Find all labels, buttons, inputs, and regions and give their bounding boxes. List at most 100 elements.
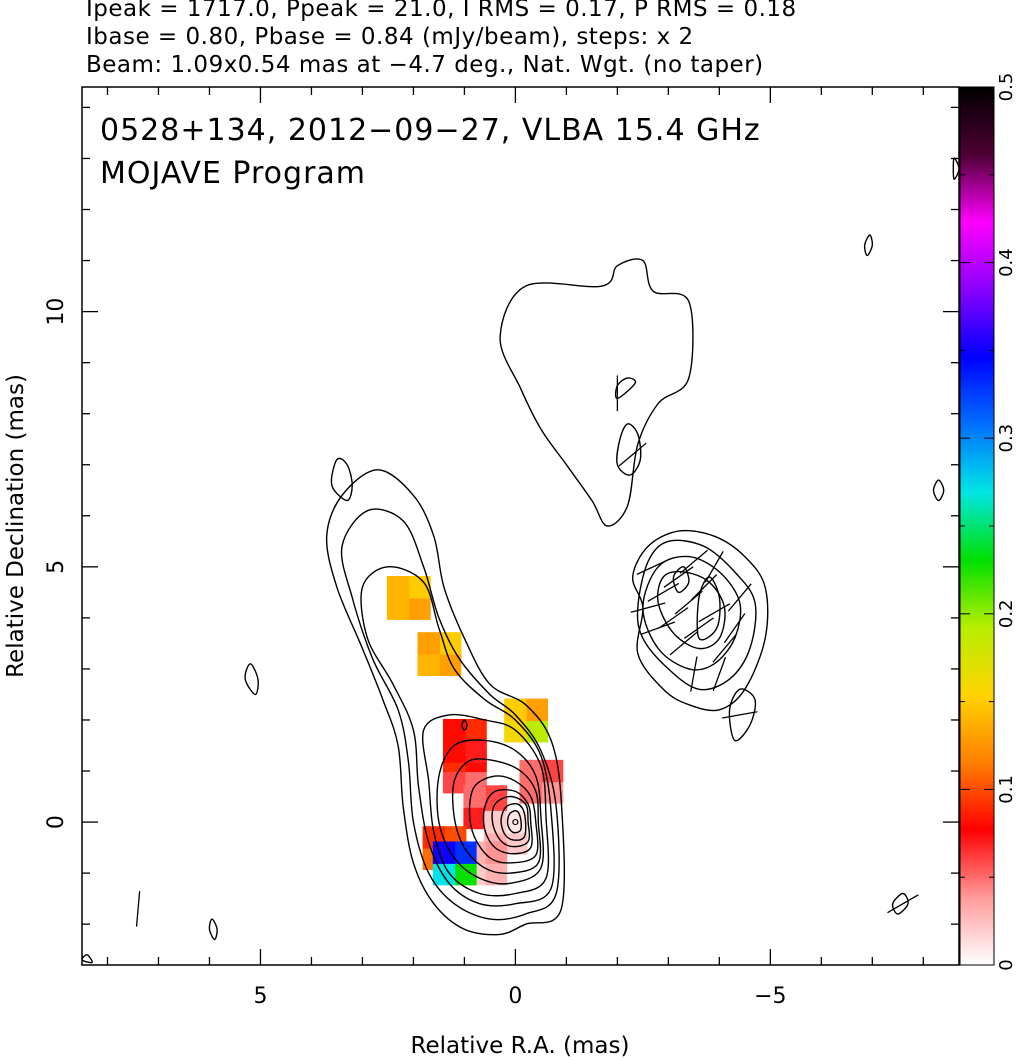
evpa-tick — [630, 602, 666, 613]
evpa-tick — [698, 603, 731, 623]
contour-line — [636, 539, 757, 691]
evpa-tick — [690, 656, 698, 692]
header-line-2: Ibase = 0.80, Pbase = 0.84 (mJy/beam), s… — [86, 24, 694, 50]
plot-subtitle: MOJAVE Program — [100, 156, 366, 191]
contour-line — [325, 469, 566, 936]
evpa-tick — [663, 566, 694, 588]
contour-line — [436, 739, 545, 885]
pol-pixel — [505, 810, 528, 834]
y-tick-label: 10 — [44, 298, 69, 326]
contour-line — [616, 423, 642, 476]
pol-pixel — [519, 759, 542, 783]
contour-line — [932, 479, 945, 502]
evpa-tick — [636, 558, 670, 575]
core-marker — [512, 818, 519, 826]
evpa-layer — [135, 375, 919, 927]
contour-layer — [82, 157, 959, 964]
contour-line — [468, 775, 539, 864]
contour-line — [506, 809, 522, 834]
colorbar-tick-label: 0 — [996, 959, 1017, 970]
contour-line — [422, 713, 550, 897]
evpa-tick — [723, 613, 746, 644]
colorbar-tick-label: 0.1 — [996, 775, 1017, 804]
contour-line — [672, 566, 690, 594]
contour-line — [614, 377, 637, 400]
pol-pixel — [463, 785, 486, 808]
colorbar-tick-label: 0.2 — [996, 599, 1017, 628]
evpa-tick — [722, 711, 758, 719]
pol-pixel — [454, 841, 477, 864]
contour-line — [208, 918, 218, 941]
evpa-tick — [727, 583, 752, 612]
plot-frame — [81, 86, 960, 966]
pol-pixel — [417, 653, 440, 677]
pol-pixel — [408, 576, 431, 599]
contour-line — [482, 788, 533, 855]
evpa-tick — [712, 657, 727, 692]
y-tick-label: 0 — [44, 815, 69, 829]
pol-region — [386, 576, 431, 620]
pol-pixel — [432, 862, 456, 886]
pol-pixel — [442, 718, 466, 742]
contour-line — [952, 157, 959, 180]
axis-ticks: 5 0 −5 0 5 10 — [44, 87, 959, 1009]
evpa-tick — [690, 574, 718, 601]
contour-line — [499, 258, 694, 527]
colorbar-tick-label: 0.3 — [996, 424, 1017, 453]
contour-line — [451, 758, 542, 875]
evpa-tick — [674, 590, 703, 615]
x-tick-label: 0 — [508, 984, 522, 1009]
pol-pixel — [484, 862, 508, 886]
evpa-tick — [618, 442, 647, 467]
contour-line — [863, 234, 874, 257]
x-tick-label: 5 — [253, 984, 267, 1009]
pol-region — [432, 841, 477, 886]
pol-pixel — [442, 740, 466, 763]
pol-pixel — [408, 597, 431, 620]
contour-line — [491, 795, 531, 848]
pol-pixel — [505, 832, 528, 855]
x-axis-title: Relative R.A. (mas) — [411, 1033, 630, 1059]
header-line-3: Beam: 1.09x0.54 mas at −4.7 deg., Nat. W… — [86, 52, 764, 78]
pol-pixel — [464, 740, 487, 763]
pol-pixel — [504, 698, 527, 721]
colorbar-tick-label: 0.5 — [996, 73, 1017, 102]
colorbar-tick-label: 0.4 — [996, 248, 1017, 277]
evpa-tick — [658, 607, 689, 629]
contour-line — [360, 566, 555, 907]
pol-pixel — [483, 810, 507, 834]
pol-pixel — [540, 781, 564, 804]
y-tick-label: 5 — [44, 560, 69, 574]
contour-line — [656, 570, 726, 650]
y-axis-title: Relative Declination (mas) — [3, 374, 29, 678]
evpa-tick — [887, 894, 919, 914]
contour-line — [244, 663, 259, 696]
evpa-tick — [712, 634, 737, 663]
pol-pixel — [463, 806, 486, 830]
pol-pixel — [454, 862, 477, 886]
evpa-tick — [647, 582, 680, 602]
colorbar-gradient — [959, 86, 995, 966]
contour-line — [891, 892, 909, 915]
evpa-tick — [683, 617, 714, 639]
pol-pixel — [386, 576, 410, 599]
evpa-tick — [135, 891, 141, 927]
evpa-tick — [704, 551, 724, 583]
plot-title: 0528+134, 2012−09−27, VLBA 15.4 GHz — [100, 113, 761, 148]
colorbar: 0 0.1 0.2 0.3 0.4 0.5 — [959, 73, 1017, 971]
contour-line — [696, 576, 721, 641]
contour-line — [461, 719, 468, 731]
header-line-1: Ipeak = 1717.0, Ppeak = 21.0, I RMS = 0.… — [86, 0, 797, 22]
pol-pixel — [464, 718, 487, 742]
pol-pixel — [432, 841, 456, 864]
contour-line — [631, 529, 769, 712]
pol-pixel — [525, 698, 549, 721]
evpa-tick — [669, 631, 698, 656]
x-tick-label: −5 — [754, 984, 786, 1009]
contour-line — [500, 802, 527, 841]
pol-region — [442, 718, 487, 763]
pol-pixel — [484, 785, 508, 808]
evpa-tick — [641, 621, 676, 635]
pol-pixel — [417, 632, 440, 655]
